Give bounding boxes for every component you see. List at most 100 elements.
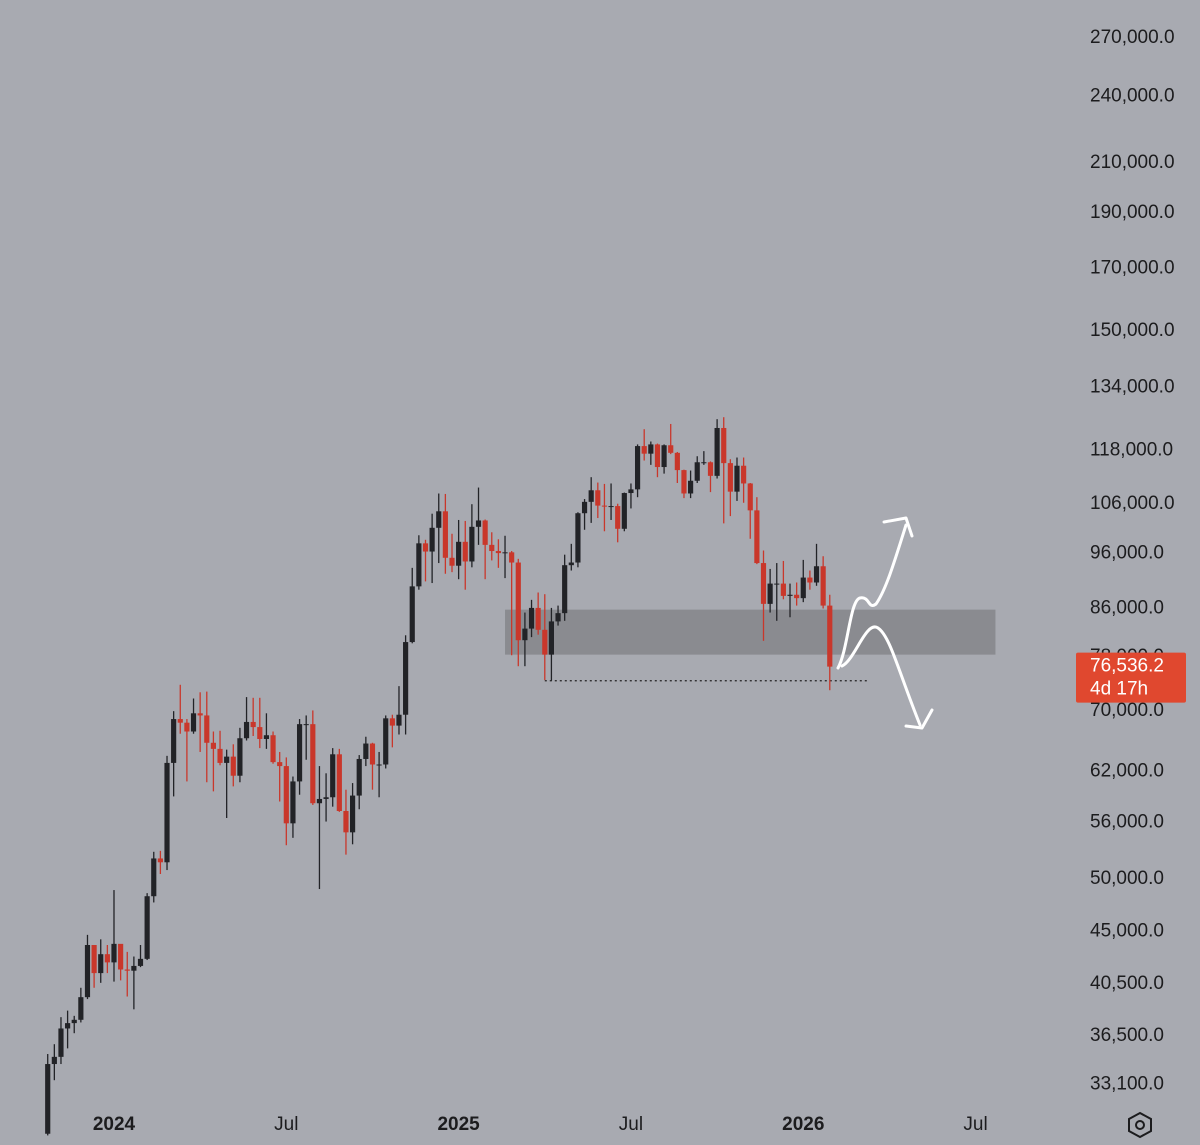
candle-body [71, 1019, 77, 1024]
y-tick-label: 36,500.0 [1090, 1025, 1164, 1046]
candle-body [210, 742, 216, 749]
candle-body [522, 628, 528, 641]
candle-body [98, 954, 104, 974]
candle-body [462, 541, 468, 562]
candle-body [383, 718, 389, 765]
y-tick-label: 50,000.0 [1090, 868, 1164, 889]
candle-body [760, 563, 767, 604]
candle-body [535, 607, 541, 630]
y-tick-label: 40,500.0 [1090, 973, 1164, 994]
candle-body [528, 607, 535, 629]
candle-body [422, 543, 429, 552]
candle-body [787, 594, 793, 596]
settings-hexagon[interactable] [1128, 1111, 1152, 1139]
candle-body [827, 605, 833, 667]
zone [505, 609, 996, 655]
candle-body [336, 754, 342, 811]
candle-body [343, 810, 349, 833]
candle-body [257, 727, 263, 739]
candle-body [65, 1023, 71, 1029]
candle-body [562, 565, 568, 614]
zone-layer [505, 609, 996, 682]
scenario-arrows [836, 516, 934, 730]
candle-body [104, 954, 110, 963]
candle-body [277, 762, 283, 767]
candle-body [634, 446, 641, 490]
candle-body [734, 465, 740, 492]
candle-body [403, 642, 409, 715]
candle-body [542, 629, 548, 655]
candle-body [230, 756, 236, 776]
candle-body [84, 944, 91, 998]
candle-body [581, 501, 588, 514]
price-tag [1076, 652, 1186, 703]
candle-body [721, 427, 727, 464]
axis: 33,100.0 36,500.0 40,500.0 45,000.0 50,000.0… [93, 27, 1186, 1135]
candle-body [495, 551, 501, 554]
candle-body [171, 719, 177, 763]
up-arrow [836, 523, 908, 670]
down-arrow-head [904, 708, 934, 730]
y-tick-label: 210,000.0 [1090, 152, 1175, 173]
candle-body [157, 858, 163, 863]
candle-body [668, 445, 674, 453]
candle-body [449, 557, 455, 566]
candle-body [820, 566, 826, 606]
candle-body [575, 513, 581, 563]
y-tick-label: 96,000.0 [1090, 543, 1164, 564]
candle-body [290, 781, 296, 824]
x-tick-label: Jul [274, 1114, 298, 1135]
y-tick-label: 45,000.0 [1090, 921, 1164, 942]
candle-body [118, 943, 124, 970]
candle-body [416, 543, 422, 587]
candle-body [58, 1028, 64, 1057]
candle-body [436, 511, 442, 528]
candle-body [482, 520, 488, 545]
candle-body [204, 715, 210, 743]
candle-body [442, 511, 448, 558]
candle-body [323, 797, 329, 799]
candle-body [177, 719, 183, 723]
candle-body [555, 613, 561, 622]
settings-circle[interactable] [1135, 1120, 1145, 1130]
candle-body [376, 764, 382, 766]
candle-body [628, 489, 634, 494]
candle-body [190, 713, 197, 732]
candle-body [688, 480, 694, 494]
candle-body [813, 566, 820, 583]
y-tick-label: 270,000.0 [1090, 27, 1175, 48]
y-tick-label: 190,000.0 [1090, 202, 1175, 223]
candle-body [568, 562, 574, 566]
y-tick-label: 240,000.0 [1090, 86, 1175, 107]
candle-body [747, 483, 753, 511]
candle-body [681, 470, 687, 494]
candle-body [608, 506, 614, 508]
candle-body [78, 997, 84, 1020]
candle-body [303, 724, 309, 726]
price-tag-label: 76,536.2 [1090, 656, 1164, 677]
candle-body [409, 586, 415, 643]
candle-body [151, 858, 157, 897]
candle-body [661, 445, 667, 468]
candle-body [283, 766, 289, 824]
candle-body [296, 724, 303, 782]
candle-body [137, 958, 144, 966]
candle-body [741, 465, 747, 484]
candle-body [217, 748, 223, 763]
settings-icon[interactable] [1128, 1111, 1152, 1139]
candle-body [389, 718, 395, 726]
candle-body [363, 743, 369, 759]
candle-body [224, 756, 230, 763]
y-tick-label: 106,000.0 [1090, 493, 1175, 514]
candle-body [515, 562, 521, 641]
candle-body [330, 754, 336, 798]
candle-body [270, 735, 276, 763]
candle-body [807, 577, 813, 583]
candle-body [131, 965, 137, 971]
candle-body [184, 722, 190, 732]
candle-body [548, 621, 555, 655]
candle-body [124, 969, 130, 971]
candle-body [316, 798, 323, 804]
